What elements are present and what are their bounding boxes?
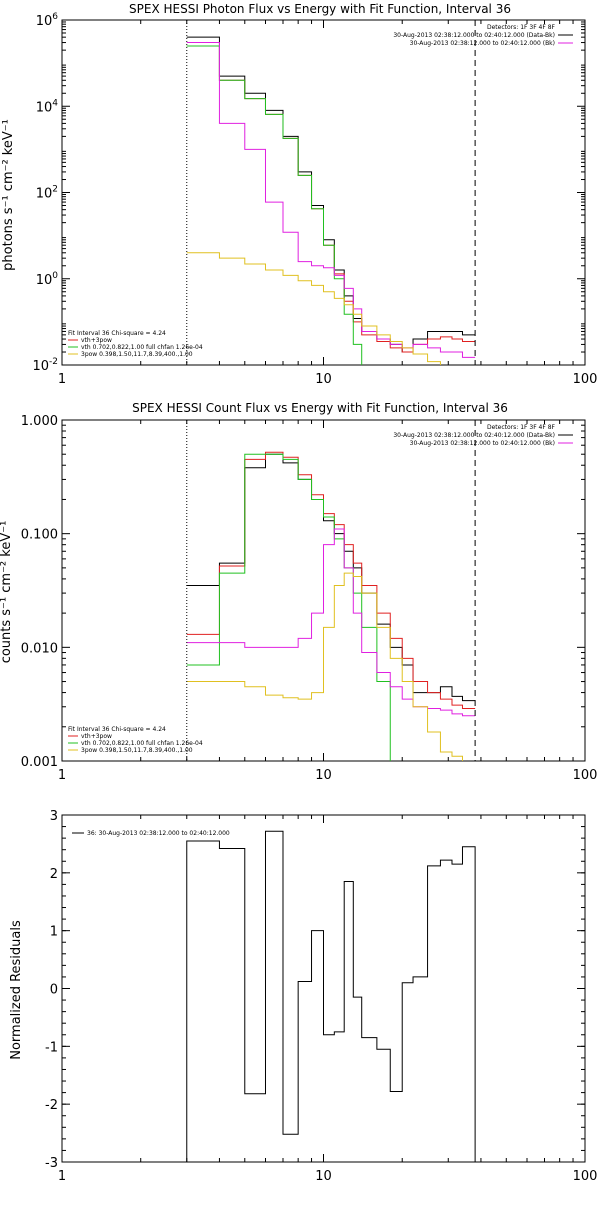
y-tick-label: -2	[45, 1098, 58, 1113]
y-tick-label: 0.001	[21, 755, 58, 770]
y-tick-label: -3	[45, 1156, 58, 1171]
y-tick-label: 102	[36, 185, 58, 202]
x-tick-label: 1	[58, 768, 66, 783]
photon-flux-ylabel: photons s⁻¹ cm⁻² keV⁻¹	[1, 119, 16, 271]
y-tick-label: 0.010	[21, 641, 58, 656]
series-line-3	[186, 528, 476, 717]
legend-top-entry: 30-Aug-2013 02:38:12.000 to 02:40:12.000…	[393, 432, 555, 439]
residuals-legend: 36: 30-Aug-2013 02:38:12.000 to 02:40:12…	[72, 830, 230, 837]
residuals-ylabel: Normalized Residuals	[9, 920, 24, 1060]
count-flux-panel: SPEX HESSI Count Flux vs Energy with Fit…	[0, 401, 598, 783]
y-tick-label: 3	[50, 809, 58, 824]
count-flux-ylabel: counts s⁻¹ cm⁻² keV⁻¹	[0, 521, 14, 664]
y-tick-label: 104	[36, 98, 59, 115]
count-flux-legend-bottom: Fit Interval 36 Chi-square = 4.24vth+3po…	[68, 726, 203, 754]
series-line-4	[186, 572, 463, 761]
y-tick-label: -1	[45, 1040, 58, 1055]
legend-top-entry: 30-Aug-2013 02:38:12.000 to 02:40:12.000…	[393, 32, 555, 39]
legend-bottom-entry: 3pow 0.398,1.50,11.7,8.39,400.,1.00	[81, 351, 193, 358]
series-line-0	[186, 36, 476, 353]
photon-flux-series	[186, 36, 476, 365]
count-flux-fit-range	[186, 420, 476, 761]
legend-fit-header: Fit Interval 36 Chi-square = 4.24	[68, 330, 166, 337]
photon-flux-panel: SPEX HESSI Photon Flux vs Energy with Fi…	[1, 2, 597, 387]
series-line-1	[186, 45, 476, 353]
y-tick-label: 0	[50, 983, 58, 998]
legend-bottom-entry: vth 0.702,0.822,1.00 full chfan 1.26e-04	[81, 344, 203, 351]
residuals-series	[186, 830, 476, 1162]
series-line-4	[186, 252, 441, 365]
series-line-0	[186, 453, 476, 702]
legend-fit-header: Fit Interval 36 Chi-square = 4.24	[68, 726, 166, 733]
y-tick-label: 1	[50, 925, 58, 940]
x-tick-label: 100	[573, 1169, 598, 1184]
legend-top-entry: Detectors: 1F 3F 4F 8F	[487, 424, 556, 431]
x-tick-label: 10	[315, 1169, 332, 1184]
x-tick-label: 1	[58, 1169, 66, 1184]
photon-flux-legend-bottom: Fit Interval 36 Chi-square = 4.24vth+3po…	[68, 330, 203, 358]
count-flux-title: SPEX HESSI Count Flux vs Energy with Fit…	[132, 401, 508, 415]
y-tick-label: 2	[50, 867, 58, 882]
legend-bottom-entry: 3pow 0.398,1.50,11.7,8.39,400.,1.00	[81, 747, 193, 754]
y-tick-label: 106	[36, 12, 59, 29]
x-tick-label: 100	[573, 372, 598, 387]
photon-flux-fit-range	[186, 20, 476, 365]
series-line-2	[186, 45, 363, 365]
y-tick-label: 0.100	[21, 528, 58, 543]
legend-bottom-entry: vth+3pow	[81, 337, 112, 344]
x-tick-label: 10	[315, 768, 332, 783]
series-line-0	[186, 830, 476, 1162]
y-tick-label: 1.000	[21, 414, 58, 429]
legend-top-entry: 30-Aug-2013 02:38:12.000 to 02:40:12.000…	[410, 40, 555, 47]
photon-flux-plot-area	[61, 19, 586, 366]
series-line-3	[186, 42, 476, 358]
legend-top-entry: Detectors: 1F 3F 4F 8F	[487, 24, 556, 31]
y-tick-label: 100	[36, 271, 59, 288]
y-tick-label: 10-2	[32, 357, 58, 374]
count-flux-series	[186, 451, 476, 761]
series-line-2	[186, 453, 391, 761]
series-line-1	[186, 451, 476, 709]
x-tick-label: 10	[315, 372, 332, 387]
legend-bottom-entry: vth+3pow	[81, 733, 112, 740]
photon-flux-ticks: 1 10 100 106 104 102 100 10-2	[32, 12, 597, 387]
x-tick-label: 100	[573, 768, 598, 783]
legend-top-entry: 30-Aug-2013 02:38:12.000 to 02:40:12.000…	[410, 440, 555, 447]
photon-flux-title: SPEX HESSI Photon Flux vs Energy with Fi…	[129, 2, 511, 16]
count-flux-ticks: 1 10 100 1.000 0.100 0.010 0.001	[21, 414, 598, 783]
legend-bottom-entry: vth 0.702,0.822,1.00 full chfan 1.26e-04	[81, 740, 203, 747]
x-tick-label: 1	[58, 372, 66, 387]
legend-entry: 36: 30-Aug-2013 02:38:12.000 to 02:40:12…	[87, 830, 230, 837]
